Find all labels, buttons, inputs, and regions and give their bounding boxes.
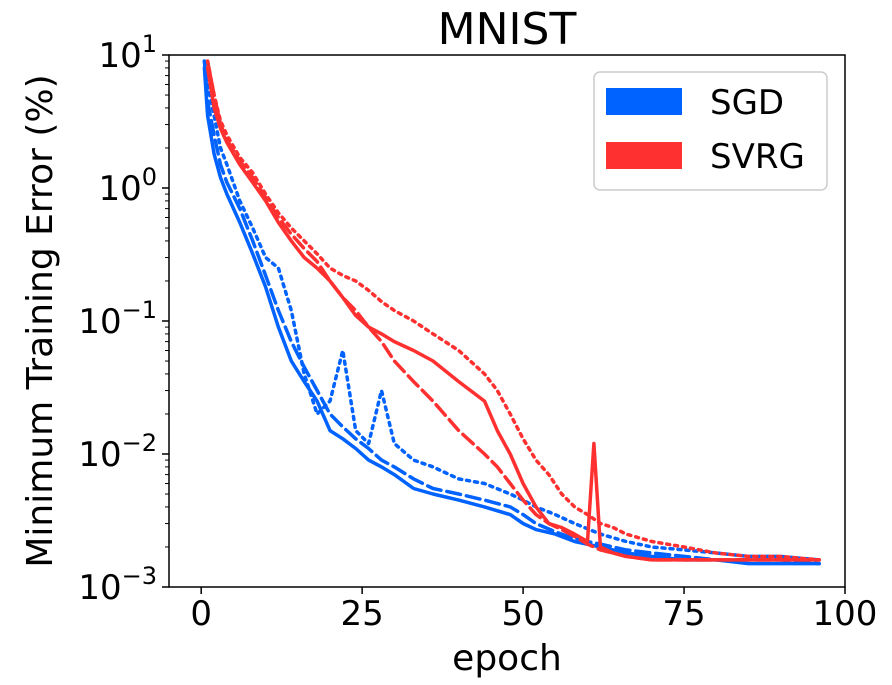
legend: SGD SVRG: [593, 71, 828, 191]
x-tick-label: 100: [813, 594, 878, 634]
series-line-sgd-dotted: [202, 59, 821, 562]
y-tick-label: 100: [98, 163, 157, 209]
series-line-sgd-solid: [202, 66, 821, 566]
chart-title: MNIST: [438, 4, 577, 55]
legend-swatch-sgd: [606, 88, 682, 115]
legend-label-svrg: SVRG: [710, 137, 805, 177]
x-axis-label: epoch: [452, 638, 562, 679]
x-tick-label: 25: [341, 594, 384, 634]
series-layer: [202, 59, 821, 566]
y-tick-label: 101: [98, 30, 157, 76]
y-tick-label: 10−2: [78, 429, 157, 475]
y-axis: 101 100 10−1 10−2 10−3: [78, 30, 169, 608]
x-tick-label: 75: [662, 594, 705, 634]
legend-label-sgd: SGD: [710, 83, 784, 123]
x-axis: 0 25 50 75 100: [190, 587, 877, 634]
x-tick-label: 0: [190, 594, 212, 634]
y-axis-label: Minimum Training Error (%): [20, 74, 61, 567]
y-tick-label: 10−1: [78, 296, 157, 342]
x-tick-label: 50: [501, 594, 544, 634]
legend-swatch-svrg: [606, 142, 682, 169]
series-line-svrg-dotted: [205, 59, 821, 562]
series-line-sgd-dashed: [202, 59, 821, 566]
y-tick-label: 10−3: [78, 562, 157, 608]
series-line-svrg-dashed: [205, 59, 821, 562]
